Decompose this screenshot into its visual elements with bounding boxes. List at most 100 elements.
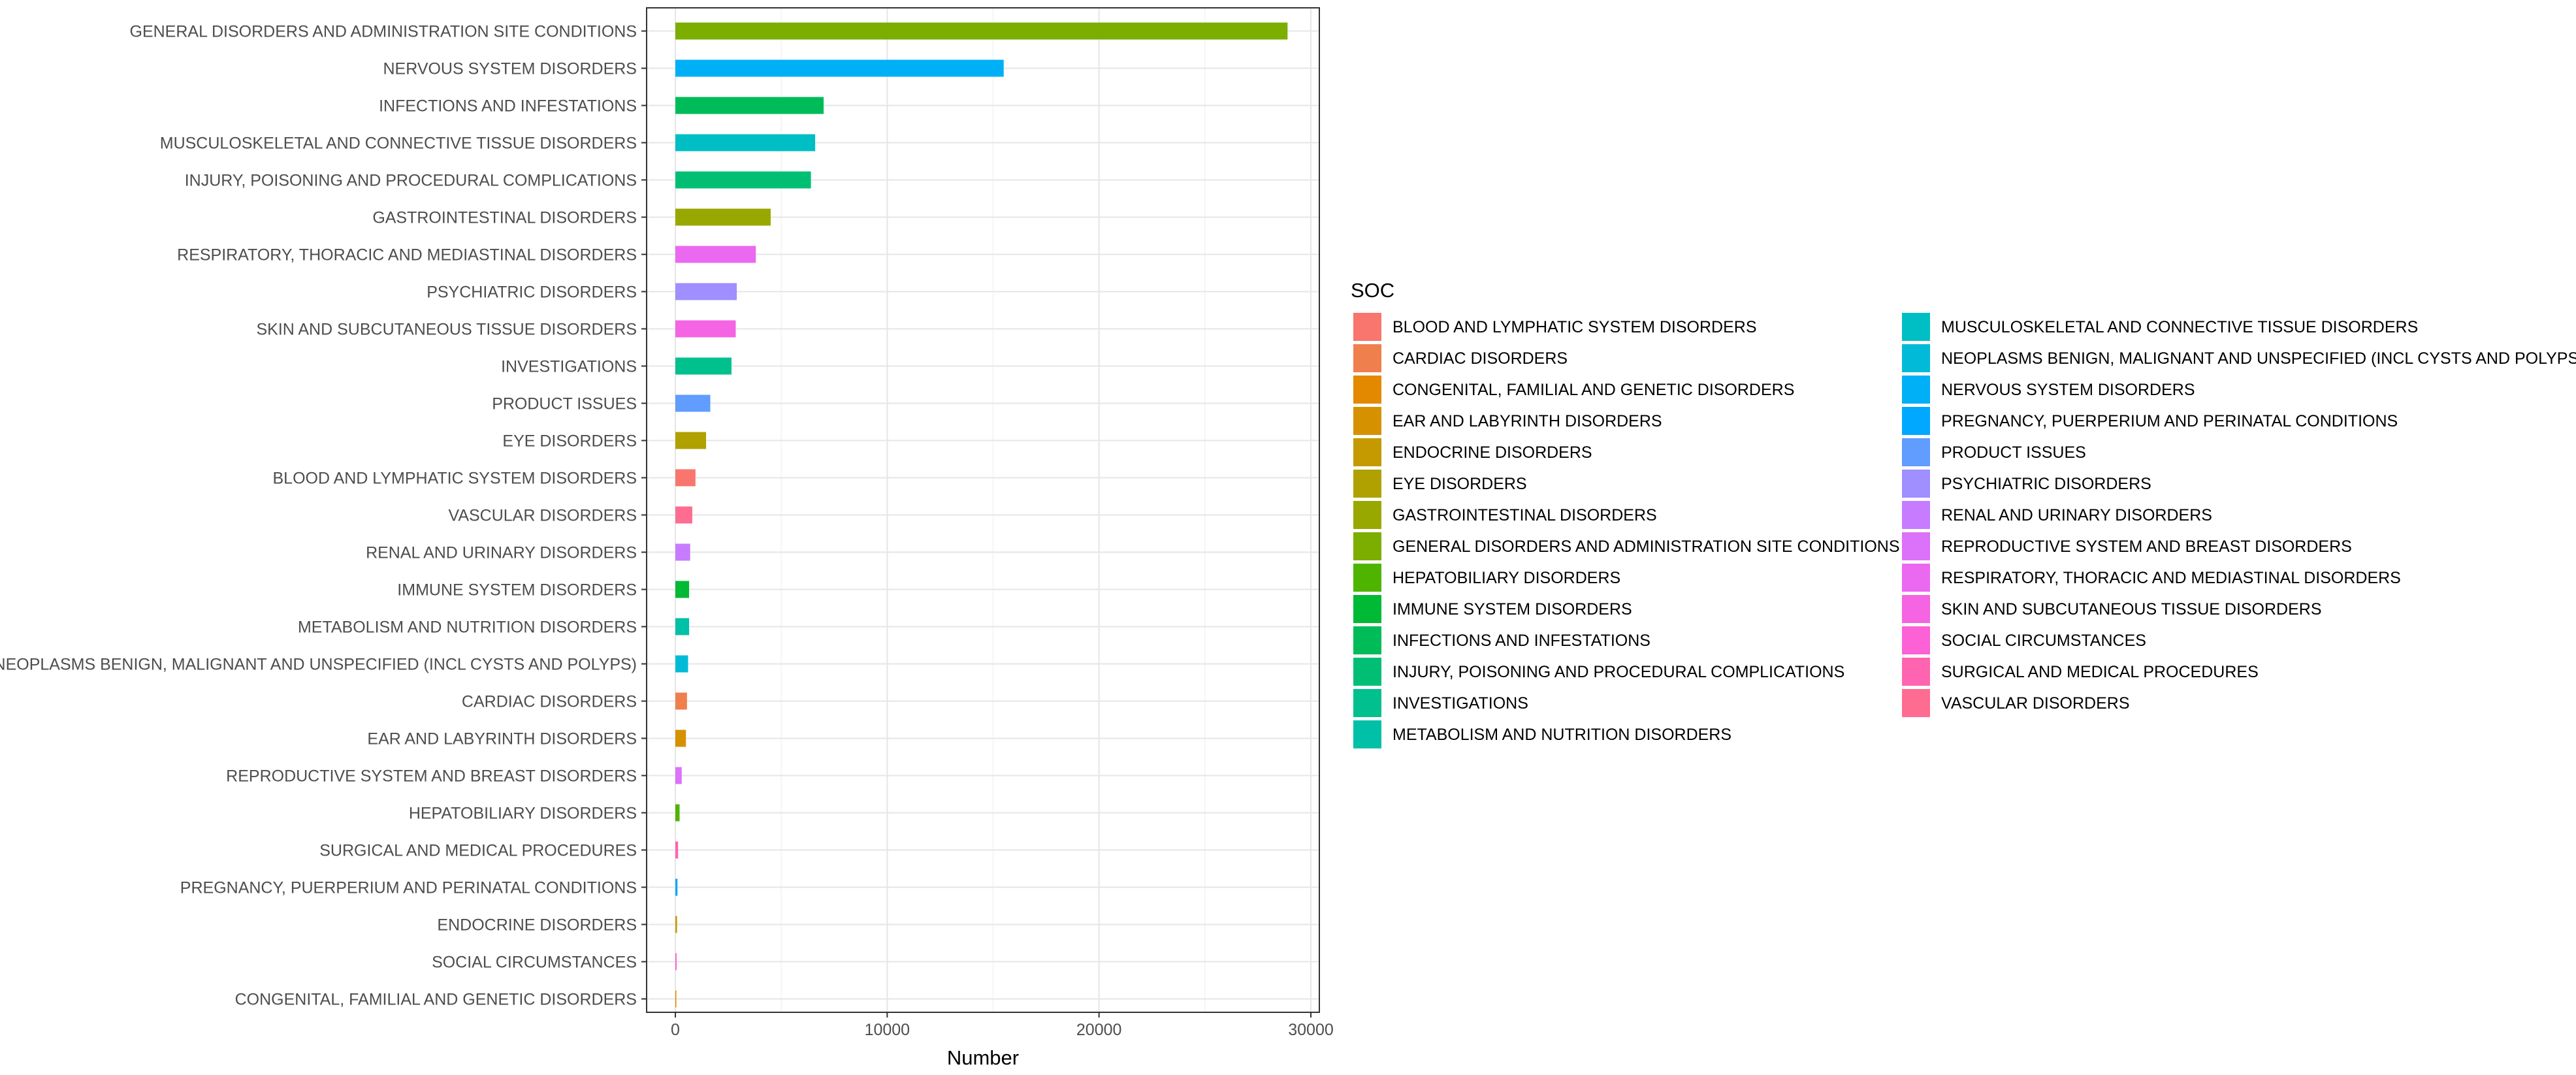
y-tick-label: REPRODUCTIVE SYSTEM AND BREAST DISORDERS [226, 767, 637, 786]
legend-key [1902, 501, 1930, 529]
legend-label: CARDIAC DISORDERS [1393, 349, 1568, 368]
bar [675, 767, 682, 784]
legend-label: BLOOD AND LYMPHATIC SYSTEM DISORDERS [1393, 318, 1757, 336]
legend-key [1902, 658, 1930, 686]
y-tick-label: VASCULAR DISORDERS [449, 507, 637, 525]
bar [675, 581, 690, 598]
legend-key [1902, 344, 1930, 372]
legend-label: EAR AND LABYRINTH DISORDERS [1393, 412, 1662, 430]
bar [675, 916, 677, 933]
bar [675, 841, 679, 859]
bar [675, 283, 737, 300]
bar [675, 357, 732, 375]
x-tick-label: 20000 [1076, 1021, 1122, 1039]
bar [675, 171, 811, 189]
y-tick-label: IMMUNE SYSTEM DISORDERS [397, 581, 637, 600]
legend-label: SOCIAL CIRCUMSTANCES [1941, 632, 2146, 650]
y-tick-label: SKIN AND SUBCUTANEOUS TISSUE DISORDERS [256, 321, 637, 339]
legend-label: ENDOCRINE DISORDERS [1393, 443, 1592, 462]
bar [675, 804, 680, 822]
legend-key [1353, 376, 1381, 404]
bar [675, 506, 692, 524]
legend-label: NEOPLASMS BENIGN, MALIGNANT AND UNSPECIF… [1941, 349, 2576, 368]
y-tick-label: GASTROINTESTINAL DISORDERS [372, 209, 637, 227]
legend-key [1902, 376, 1930, 404]
legend-label: RENAL AND URINARY DISORDERS [1941, 506, 2212, 524]
legend: BLOOD AND LYMPHATIC SYSTEM DISORDERS CARD… [1353, 313, 2576, 748]
legend-key [1902, 470, 1930, 498]
legend-label: SURGICAL AND MEDICAL PROCEDURES [1941, 663, 2259, 681]
bar [675, 692, 687, 710]
bar [675, 990, 677, 1008]
legend-label: EYE DISORDERS [1393, 475, 1527, 493]
legend-label: PSYCHIATRIC DISORDERS [1941, 475, 2151, 493]
y-tick-label: RENAL AND URINARY DISORDERS [366, 544, 637, 562]
legend-key [1353, 407, 1381, 435]
legend-key [1353, 470, 1381, 498]
bar [675, 59, 1004, 77]
y-tick-label: GENERAL DISORDERS AND ADMINISTRATION SIT… [130, 23, 637, 41]
legend-label: CONGENITAL, FAMILIAL AND GENETIC DISORDE… [1393, 381, 1794, 399]
y-tick-label: SURGICAL AND MEDICAL PROCEDURES [319, 842, 637, 860]
bar [675, 953, 677, 971]
legend-label: REPRODUCTIVE SYSTEM AND BREAST DISORDERS [1941, 538, 2352, 556]
legend-key [1902, 532, 1930, 560]
legend-label: SKIN AND SUBCUTANEOUS TISSUE DISORDERS [1941, 600, 2322, 618]
legend-label: GASTROINTESTINAL DISORDERS [1393, 506, 1657, 524]
legend-label: INJURY, POISONING AND PROCEDURAL COMPLIC… [1393, 663, 1844, 681]
legend-label: HEPATOBILIARY DISORDERS [1393, 569, 1620, 587]
y-tick-label: CARDIAC DISORDERS [462, 693, 637, 711]
legend-key [1353, 564, 1381, 592]
bar [675, 432, 707, 449]
legend-key [1353, 626, 1381, 654]
y-tick-label: BLOOD AND LYMPHATIC SYSTEM DISORDERS [272, 470, 637, 488]
legend-key [1353, 438, 1381, 466]
bar [675, 730, 686, 747]
legend-key [1353, 689, 1381, 717]
panel-grid [647, 8, 1319, 1012]
y-tick-label: HEPATOBILIARY DISORDERS [409, 805, 637, 823]
y-tick-label: INVESTIGATIONS [501, 358, 637, 376]
legend-label: INFECTIONS AND INFESTATIONS [1393, 632, 1650, 650]
bar [675, 134, 816, 152]
bar [675, 208, 771, 226]
y-tick-label: METABOLISM AND NUTRITION DISORDERS [298, 618, 637, 637]
bars-group [675, 22, 1288, 1008]
legend-key [1353, 658, 1381, 686]
bar [675, 320, 736, 338]
y-tick-label: PRODUCT ISSUES [492, 395, 637, 413]
y-tick-label: RESPIRATORY, THORACIC AND MEDIASTINAL DI… [177, 246, 637, 265]
y-tick-label: EAR AND LABYRINTH DISORDERS [367, 730, 637, 748]
legend-key [1902, 407, 1930, 435]
y-tick-label: PREGNANCY, PUERPERIUM AND PERINATAL COND… [180, 879, 637, 897]
legend-key [1902, 595, 1930, 623]
y-tick-label: NERVOUS SYSTEM DISORDERS [383, 60, 637, 78]
legend-label: INVESTIGATIONS [1393, 694, 1528, 713]
legend-key [1353, 532, 1381, 560]
legend-label: GENERAL DISORDERS AND ADMINISTRATION SIT… [1393, 538, 1900, 556]
y-axis: GENERAL DISORDERS AND ADMINISTRATION SIT… [0, 23, 647, 1009]
y-tick-label: EYE DISORDERS [502, 432, 637, 451]
bar [675, 246, 756, 263]
legend-label: NERVOUS SYSTEM DISORDERS [1941, 381, 2195, 399]
y-tick-label: INJURY, POISONING AND PROCEDURAL COMPLIC… [185, 172, 637, 190]
legend-label: METABOLISM AND NUTRITION DISORDERS [1393, 726, 1731, 744]
legend-key [1902, 564, 1930, 592]
panel-background [647, 8, 1319, 1012]
legend-title: SOC [1351, 279, 1394, 302]
bar [675, 394, 711, 412]
legend-key [1902, 313, 1930, 341]
y-tick-label: SOCIAL CIRCUMSTANCES [432, 954, 637, 972]
y-tick-label: INFECTIONS AND INFESTATIONS [379, 97, 637, 116]
x-tick-label: 30000 [1288, 1021, 1334, 1039]
legend-key [1353, 344, 1381, 372]
legend-label: RESPIRATORY, THORACIC AND MEDIASTINAL DI… [1941, 569, 2401, 587]
legend-label: PREGNANCY, PUERPERIUM AND PERINATAL COND… [1941, 412, 2398, 430]
x-tick-label: 10000 [865, 1021, 910, 1039]
bar [675, 878, 678, 896]
legend-label: IMMUNE SYSTEM DISORDERS [1393, 600, 1632, 618]
bar [675, 543, 690, 561]
y-tick-label: NEOPLASMS BENIGN, MALIGNANT AND UNSPECIF… [0, 656, 637, 674]
